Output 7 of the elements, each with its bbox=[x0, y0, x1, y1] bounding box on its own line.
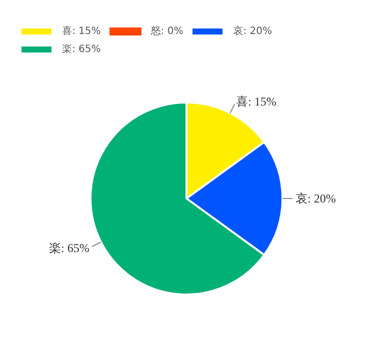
data-label: 楽: 65% bbox=[49, 240, 90, 255]
data-label: 哀: 20% bbox=[296, 192, 336, 206]
legend-label: 哀: 20% bbox=[233, 24, 272, 38]
legend-label: 楽: 65% bbox=[62, 43, 101, 56]
legend-label: 怒: 0% bbox=[150, 25, 184, 38]
data-label: 喜: 15% bbox=[236, 94, 276, 108]
legend-label: 喜: 15% bbox=[62, 24, 101, 38]
